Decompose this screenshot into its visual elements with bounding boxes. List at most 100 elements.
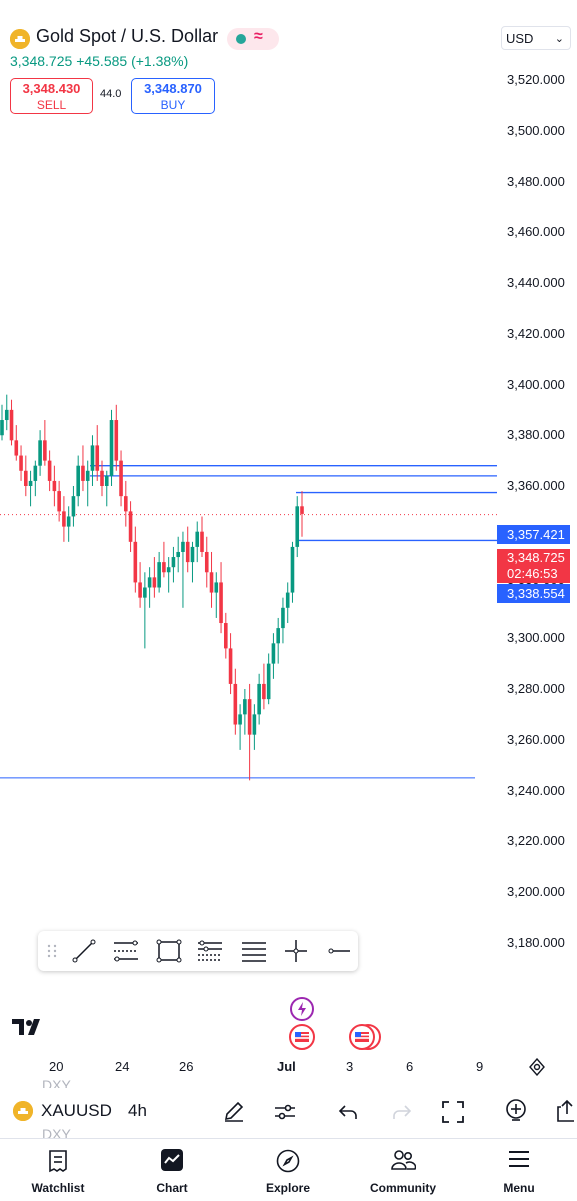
redo-icon[interactable] — [391, 1102, 413, 1127]
candle-body — [81, 465, 85, 481]
nav-chart[interactable]: Chart — [127, 1139, 217, 1199]
wave-icon: ≈ — [254, 28, 263, 45]
buy-price: 3,348.870 — [144, 81, 202, 96]
currency-value: USD — [506, 31, 534, 46]
gold-symbol-icon — [10, 29, 30, 49]
compass-icon — [276, 1149, 300, 1173]
candle-body — [95, 445, 100, 471]
price-axis-label: 3,280.000 — [507, 681, 565, 696]
candle-body — [290, 546, 295, 593]
nav-watchlist[interactable]: Watchlist — [13, 1139, 103, 1199]
candle-body — [14, 440, 19, 456]
price-axis-label: 3,300.000 — [507, 630, 565, 646]
candle-body — [4, 409, 9, 421]
candle-body — [295, 506, 300, 547]
candle-body — [124, 496, 128, 512]
trend-line-icon[interactable] — [72, 939, 96, 963]
candle-body — [76, 465, 80, 497]
candle-body — [271, 643, 276, 664]
candle-body — [247, 699, 252, 735]
quote-line: 3,348.725 +45.585 (+1.38%) — [10, 53, 188, 69]
candle-countdown: 02:46:53 — [507, 566, 558, 581]
drag-handle-icon[interactable] — [46, 943, 58, 959]
candle-body — [209, 572, 214, 593]
candle-body — [143, 587, 147, 598]
us-economic-event-icon[interactable] — [289, 1024, 315, 1055]
spread-value: 44.0 — [100, 88, 122, 100]
candle-body — [285, 592, 290, 608]
fullscreen-icon[interactable] — [441, 1100, 465, 1129]
rectangle-icon[interactable] — [156, 939, 182, 963]
price-axis-label: 3,360.000 — [507, 478, 565, 493]
candle-body — [119, 460, 123, 497]
candle-body — [9, 409, 14, 441]
sell-button[interactable]: 3,348.430 SELL — [10, 78, 93, 114]
candle-body — [200, 531, 204, 552]
add-indicator-icon[interactable] — [504, 1098, 528, 1129]
price-axis-label: 3,460.000 — [507, 224, 565, 240]
candle-body — [276, 628, 280, 644]
tradingview-logo-icon — [12, 1018, 46, 1041]
pitchfork-icon[interactable] — [196, 939, 224, 963]
price-chart[interactable] — [0, 0, 577, 1085]
candle-body — [57, 491, 61, 512]
horizontal-ray-icon[interactable] — [326, 939, 352, 963]
last-price: 3,348.725 — [10, 53, 73, 69]
candle-body — [190, 546, 195, 563]
fib-retracement-icon[interactable] — [112, 939, 140, 963]
time-label-26: 26 — [179, 1059, 194, 1074]
candle-body — [281, 607, 285, 629]
bottom-navigation: Watchlist Chart Explore Community Menu — [0, 1138, 577, 1201]
time-label-jul: Jul — [277, 1059, 296, 1074]
candle-body — [66, 516, 71, 527]
indicators-settings-icon[interactable] — [273, 1101, 297, 1128]
parallel-channel-icon[interactable] — [240, 939, 268, 963]
chart-icon — [161, 1149, 183, 1171]
price-axis-label: 3,440.000 — [507, 275, 565, 290]
crosshair-icon[interactable] — [284, 939, 308, 963]
buy-button[interactable]: 3,348.870 BUY — [131, 78, 215, 114]
candle-body — [157, 562, 161, 588]
price-axis-label: 3,180.000 — [507, 934, 565, 950]
share-icon[interactable] — [555, 1099, 577, 1128]
price-change: +45.585 (+1.38%) — [76, 53, 189, 69]
nav-menu[interactable]: Menu — [474, 1139, 564, 1199]
menu-icon — [509, 1151, 529, 1167]
nav-community[interactable]: Community — [358, 1139, 448, 1199]
candle-body — [71, 496, 76, 517]
price-axis-label: 3,260.000 — [507, 731, 565, 747]
interval-button[interactable]: 4h — [128, 1101, 147, 1120]
currency-select[interactable]: USD ⌄ — [501, 26, 571, 50]
candle-body — [152, 577, 157, 588]
time-label-9: 9 — [476, 1059, 484, 1074]
undo-icon[interactable] — [337, 1102, 359, 1127]
time-label-6: 6 — [406, 1059, 414, 1074]
candle-body — [181, 541, 185, 552]
sell-label: SELL — [36, 98, 67, 112]
nav-chart-label: Chart — [156, 1181, 188, 1195]
dividend-event-icon[interactable] — [290, 997, 314, 1026]
symbol-search-button[interactable]: XAUUSD — [41, 1101, 112, 1120]
candle-body — [133, 541, 138, 583]
price-axis-label: 3,380.000 — [507, 427, 565, 443]
candle-body — [166, 567, 171, 573]
watchlist-icon — [49, 1150, 67, 1173]
draw-pencil-icon[interactable] — [222, 1099, 246, 1128]
us-economic-event-multi-icon[interactable] — [349, 1024, 381, 1055]
high-price-tag: 3,357.421 — [497, 525, 570, 544]
community-icon — [391, 1150, 416, 1170]
price-axis-label: 3,420.000 — [507, 325, 565, 341]
candle-body — [19, 455, 23, 471]
price-axis-label: 3,220.000 — [507, 833, 565, 849]
nav-explore[interactable]: Explore — [243, 1139, 333, 1199]
candle-body — [28, 480, 33, 486]
price-axis-label: 3,400.000 — [507, 376, 565, 392]
symbol-title[interactable]: Gold Spot / U.S. Dollar — [36, 26, 219, 46]
market-status-pill[interactable] — [227, 28, 279, 50]
candle-body — [0, 420, 4, 436]
candle-body — [90, 445, 95, 471]
candle-body — [219, 582, 223, 624]
candle-body — [147, 577, 152, 588]
candle-body — [109, 420, 114, 476]
chart-settings-icon[interactable] — [528, 1057, 546, 1081]
